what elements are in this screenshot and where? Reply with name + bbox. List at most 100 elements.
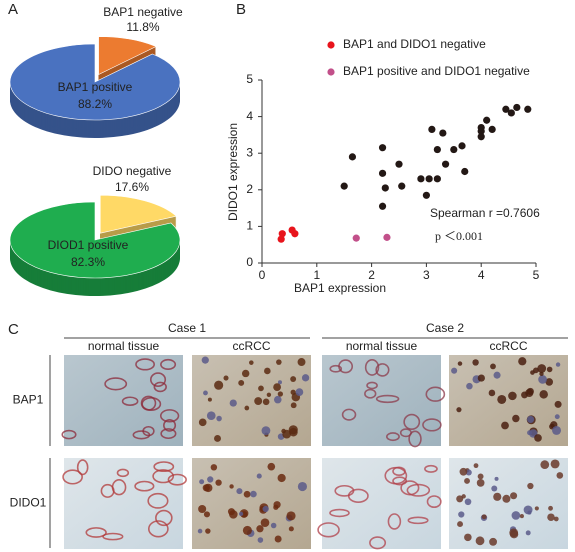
tissue-structure (426, 495, 442, 509)
y-tick-label: 4 (246, 109, 253, 123)
pie-slice (98, 36, 157, 76)
nucleus (203, 390, 208, 396)
nucleus (508, 391, 517, 401)
nucleus (510, 492, 518, 500)
scatter-point (524, 105, 532, 113)
x-tick-label: 3 (423, 268, 430, 282)
nucleus (207, 397, 212, 402)
nucleus (555, 362, 561, 367)
row-label: DIDO1 (10, 496, 47, 510)
tissue-structure (149, 372, 167, 387)
tissue-structure (147, 520, 169, 538)
nucleus (489, 537, 497, 546)
nucleus (553, 516, 559, 522)
scatter-point (278, 230, 286, 238)
nucleus (250, 490, 257, 498)
nucleus (197, 528, 203, 534)
tissue-structure (364, 358, 380, 376)
tissue-structure (152, 469, 175, 484)
nucleus (277, 473, 286, 483)
nucleus (552, 425, 562, 435)
pie-slice (9, 43, 181, 121)
nucleus (229, 484, 234, 489)
annotation: p ＜0.001 (435, 229, 483, 243)
tissue-structure (111, 479, 127, 496)
nucleus (264, 367, 271, 375)
tissue-structure (153, 461, 175, 472)
scatter-point (395, 160, 403, 168)
nucleus (525, 530, 531, 536)
nucleus (288, 425, 298, 435)
nucleus (527, 482, 534, 490)
nucleus (207, 476, 214, 483)
nucleus (205, 528, 211, 534)
nucleus (501, 421, 509, 430)
nucleus (262, 505, 269, 513)
tissue-structure (408, 430, 422, 448)
tissue-structure (329, 508, 350, 518)
scatter-point (277, 235, 285, 243)
nucleus (236, 488, 243, 495)
tissue-structure (369, 536, 387, 550)
nucleus (215, 479, 222, 486)
tissue-structure (116, 468, 130, 478)
column-label: normal tissue (346, 339, 418, 353)
nucleus (266, 392, 272, 397)
legend-label: BAP1 positive and DIDO1 negative (343, 64, 530, 78)
x-axis-label: BAP1 expression (294, 281, 386, 295)
nucleus (199, 479, 205, 485)
tissue-structure (163, 419, 177, 432)
tissue-structure (338, 359, 354, 374)
tissue-structure (62, 469, 83, 485)
row-label: BAP1 (13, 393, 44, 407)
scatter-point (383, 233, 391, 241)
nucleus (534, 506, 539, 511)
scatter-point (378, 169, 387, 177)
scatter-point (428, 125, 436, 134)
tissue-structure (167, 473, 187, 486)
y-tick-label: 0 (246, 255, 253, 269)
nucleus (229, 510, 238, 519)
scatter-point (378, 202, 387, 210)
nucleus (270, 522, 277, 529)
slice-label: DIOD1 positive (48, 238, 129, 252)
y-tick-label: 3 (246, 145, 253, 159)
nucleus (497, 394, 507, 404)
nucleus (273, 395, 282, 404)
nucleus (526, 387, 534, 396)
scatter-point (340, 182, 348, 190)
slice-label: DIDO negative (93, 164, 172, 178)
nucleus (214, 434, 221, 442)
nucleus (260, 518, 270, 527)
nucleus (256, 525, 264, 533)
nucleus (534, 434, 542, 442)
nucleus (238, 511, 244, 517)
pie-slice (99, 194, 177, 234)
scatter-point (433, 175, 441, 183)
nucleus (456, 407, 462, 413)
nucleus (243, 490, 251, 498)
nucleus (491, 485, 498, 492)
scatter-point (378, 144, 387, 152)
nucleus (242, 525, 252, 535)
nucleus (206, 411, 216, 421)
scatter-point (348, 153, 357, 161)
nucleus (521, 391, 528, 399)
nucleus (286, 511, 296, 521)
nucleus (465, 469, 472, 476)
nucleus (472, 359, 479, 366)
nucleus (554, 414, 560, 420)
tissue-structure (132, 430, 151, 440)
nucleus (523, 505, 533, 515)
slice-label: BAP1 positive (58, 80, 133, 94)
tissue-structure (407, 516, 429, 525)
nucleus (297, 358, 306, 367)
y-tick-label: 1 (246, 219, 253, 233)
micrograph (322, 458, 441, 549)
tissue-structure (366, 381, 378, 390)
nucleus (256, 473, 262, 479)
nucleus (540, 460, 550, 470)
column-label: ccRCC (490, 339, 528, 353)
nucleus (282, 429, 292, 439)
tissue-structure (317, 522, 340, 538)
